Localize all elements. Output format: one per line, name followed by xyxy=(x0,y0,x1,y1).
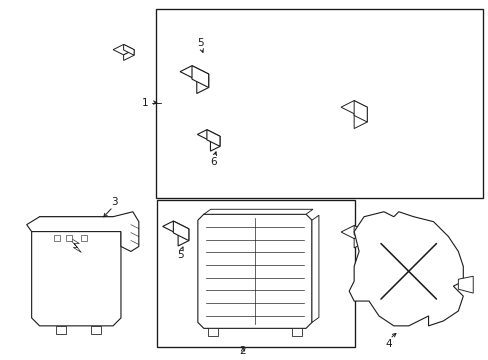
Polygon shape xyxy=(196,74,208,94)
Text: 4: 4 xyxy=(385,339,391,349)
Polygon shape xyxy=(192,66,208,87)
Text: 1: 1 xyxy=(142,98,148,108)
Text: 3: 3 xyxy=(110,197,117,207)
Polygon shape xyxy=(32,217,121,326)
Polygon shape xyxy=(203,209,312,214)
Polygon shape xyxy=(54,235,61,240)
Polygon shape xyxy=(155,9,482,198)
Polygon shape xyxy=(348,212,462,326)
Polygon shape xyxy=(56,326,66,334)
Text: 2: 2 xyxy=(239,346,246,356)
Polygon shape xyxy=(173,221,188,240)
Polygon shape xyxy=(206,130,220,147)
Polygon shape xyxy=(66,235,72,240)
Polygon shape xyxy=(178,229,188,246)
Polygon shape xyxy=(113,44,134,55)
Polygon shape xyxy=(198,214,311,328)
Polygon shape xyxy=(353,232,366,248)
Text: 5: 5 xyxy=(197,38,203,48)
Text: 6: 6 xyxy=(209,157,216,167)
Polygon shape xyxy=(197,130,220,141)
Polygon shape xyxy=(207,328,217,336)
Polygon shape xyxy=(91,326,101,334)
Polygon shape xyxy=(291,328,302,336)
Polygon shape xyxy=(457,276,472,293)
Polygon shape xyxy=(123,50,134,60)
Polygon shape xyxy=(210,136,220,151)
Polygon shape xyxy=(311,215,318,323)
Polygon shape xyxy=(340,225,366,239)
Polygon shape xyxy=(123,44,134,55)
Polygon shape xyxy=(27,212,139,251)
Polygon shape xyxy=(163,221,188,234)
Polygon shape xyxy=(353,100,366,122)
Polygon shape xyxy=(66,245,79,266)
Polygon shape xyxy=(66,251,79,273)
Polygon shape xyxy=(156,200,354,347)
Text: 5: 5 xyxy=(177,251,183,260)
Polygon shape xyxy=(81,235,87,240)
Polygon shape xyxy=(69,239,81,252)
Polygon shape xyxy=(53,245,79,258)
Polygon shape xyxy=(180,66,208,80)
Polygon shape xyxy=(353,225,366,241)
Polygon shape xyxy=(340,100,366,114)
Polygon shape xyxy=(353,107,366,129)
